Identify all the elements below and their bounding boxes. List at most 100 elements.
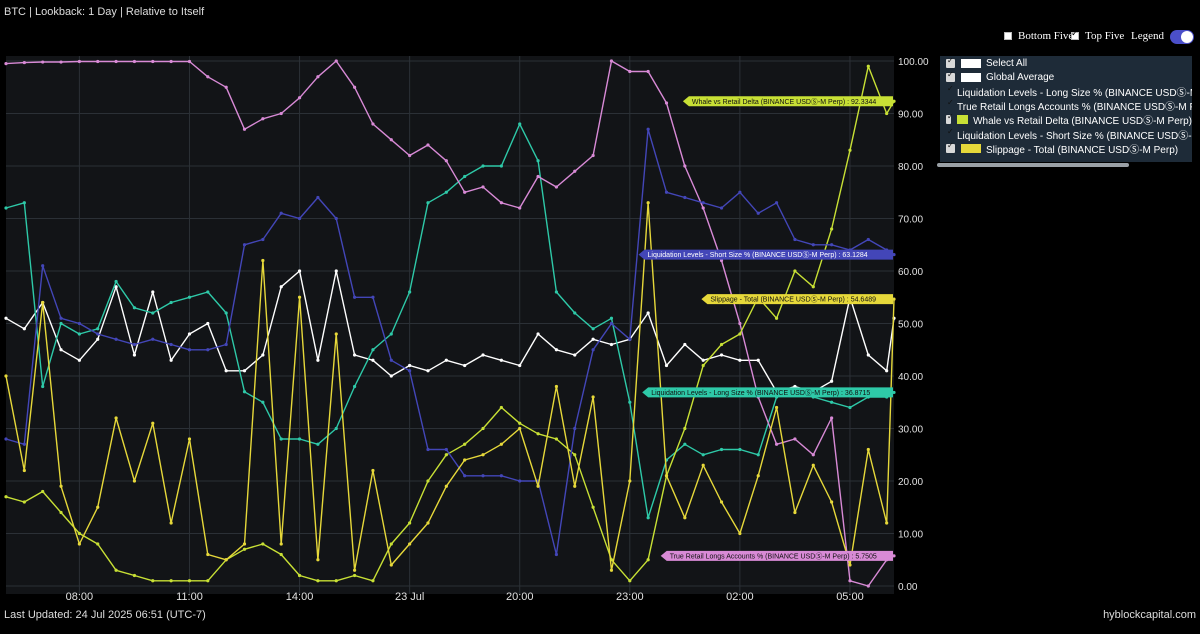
data-point <box>77 542 81 546</box>
data-point <box>187 579 192 583</box>
x-tick-label: 23:00 <box>616 591 644 603</box>
series-line <box>5 202 895 571</box>
series-value-tag-text: Liquidation Levels - Short Size % (BINAN… <box>648 251 868 259</box>
legend-item[interactable]: Whale vs Retail Delta (BINANCE USDⓈ-M Pe… <box>940 112 1192 128</box>
data-point <box>518 122 522 126</box>
top-five-label: Top Five <box>1085 30 1125 42</box>
bottom-five-checkbox[interactable] <box>1004 32 1012 40</box>
data-point <box>719 500 724 504</box>
data-point <box>242 243 247 247</box>
series-value-tag <box>682 96 893 107</box>
data-point <box>389 374 393 378</box>
data-point <box>591 337 595 341</box>
data-point <box>77 332 81 336</box>
data-point <box>756 474 760 478</box>
data-point <box>866 447 870 452</box>
data-point <box>573 353 577 357</box>
data-point <box>41 489 45 494</box>
data-point <box>316 558 320 562</box>
top-five-toggle[interactable]: Top Five <box>1071 29 1125 42</box>
data-point <box>261 353 265 357</box>
data-point <box>628 69 632 74</box>
data-point <box>536 484 540 488</box>
data-point <box>518 421 522 425</box>
top-five-checkbox[interactable] <box>1071 29 1079 40</box>
legend-swatch <box>961 58 981 68</box>
legend-item[interactable]: Slippage - Total (BINANCE USDⓈ-M Perp) <box>940 141 1192 156</box>
legend-label: Whale vs Retail Delta (BINANCE USDⓈ-M Pe… <box>973 116 1192 128</box>
data-point <box>536 332 540 336</box>
data-point <box>848 148 852 152</box>
data-point <box>408 363 412 368</box>
bottom-five-toggle[interactable]: Bottom Five <box>1004 30 1073 42</box>
data-point <box>279 285 283 289</box>
data-point <box>22 201 26 205</box>
data-point <box>41 300 45 305</box>
legend-item[interactable]: True Retail Longs Accounts % (BINANCE US… <box>940 98 1192 113</box>
data-point <box>261 542 265 546</box>
data-point <box>554 437 559 441</box>
brand-link[interactable]: hyblockcapital.com <box>1103 609 1196 621</box>
data-point <box>169 358 173 362</box>
data-point <box>830 400 834 404</box>
data-point <box>719 353 724 357</box>
data-point <box>683 516 687 520</box>
y-tick-label: 60.00 <box>898 267 923 278</box>
data-point <box>114 416 118 420</box>
data-point <box>426 201 430 205</box>
legend-checkbox[interactable] <box>946 141 955 153</box>
data-point <box>371 122 375 126</box>
legend-item[interactable]: Select All <box>940 56 1192 70</box>
legend-toggle-switch[interactable] <box>1170 30 1194 44</box>
data-point <box>352 568 357 572</box>
data-point <box>169 59 173 64</box>
data-point <box>77 531 81 536</box>
data-point <box>334 59 338 63</box>
data-point <box>426 143 430 147</box>
data-point <box>334 216 338 221</box>
data-point <box>811 243 815 247</box>
data-point <box>719 206 724 210</box>
legend-checkbox[interactable] <box>946 112 954 125</box>
data-point <box>206 348 210 352</box>
data-point <box>719 258 724 263</box>
data-point <box>573 484 577 488</box>
data-point <box>59 484 63 488</box>
data-point <box>389 358 393 362</box>
y-tick-label: 90.00 <box>898 110 923 121</box>
data-point <box>408 521 412 525</box>
data-point <box>701 206 705 210</box>
legend-item[interactable]: Liquidation Levels - Short Size % (BINAN… <box>940 127 1192 142</box>
data-point <box>499 164 503 168</box>
data-point <box>426 479 430 483</box>
data-point <box>536 174 540 179</box>
legend-item[interactable]: Liquidation Levels - Long Size % (BINANC… <box>940 84 1192 99</box>
data-point <box>892 252 896 257</box>
data-point <box>499 474 503 478</box>
y-tick-label: 20.00 <box>898 477 923 488</box>
data-point <box>224 342 228 347</box>
data-point <box>59 321 63 326</box>
x-tick-label: 08:00 <box>66 591 94 603</box>
series-group <box>4 59 896 588</box>
data-point <box>279 542 283 546</box>
data-point <box>481 453 485 457</box>
legend-checkbox[interactable] <box>946 56 955 68</box>
data-point <box>389 138 393 142</box>
legend-scrollbar[interactable] <box>937 163 1129 167</box>
data-point <box>242 542 247 546</box>
data-point <box>683 164 687 168</box>
data-point <box>554 185 559 189</box>
y-tick-label: 50.00 <box>898 320 923 331</box>
data-point <box>96 337 100 341</box>
data-point <box>774 201 779 205</box>
legend-checkbox[interactable] <box>946 70 955 82</box>
data-point <box>738 332 742 336</box>
legend-item[interactable]: Global Average <box>940 70 1192 84</box>
data-point <box>518 363 522 368</box>
x-tick-label: 05:00 <box>836 591 864 603</box>
data-point <box>554 552 559 557</box>
data-point <box>224 558 228 562</box>
data-point <box>22 60 26 65</box>
